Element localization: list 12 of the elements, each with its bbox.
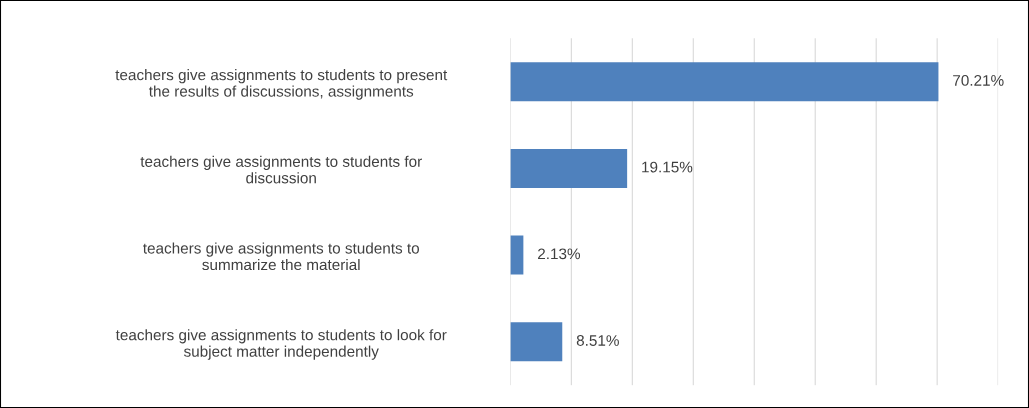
y-tick-label: teachers give assignments to students to look for subject matter independently	[115, 329, 447, 360]
data-label: 19.15%	[642, 161, 693, 173]
bar	[510, 235, 524, 275]
y-tick-label: teachers give assignments to students to summarize the material	[143, 242, 420, 271]
y-tick-label: teachers give assignments to students to present the results of discussions, assignments	[115, 69, 448, 100]
y-tick-label: teachers give assignments to students for discussion	[140, 155, 422, 184]
data-label: 8.51%	[576, 335, 619, 346]
bar	[510, 62, 939, 102]
bar	[510, 322, 563, 362]
bar	[510, 148, 628, 188]
data-label: 70.21%	[953, 74, 1004, 86]
data-label: 2.13%	[538, 248, 581, 260]
